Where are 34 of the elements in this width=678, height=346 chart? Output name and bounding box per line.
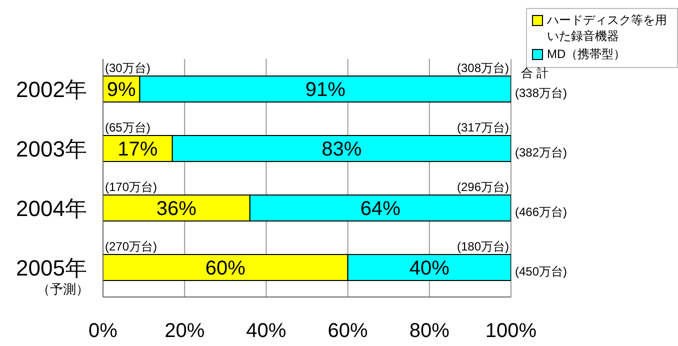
text: (466万台): [515, 204, 568, 219]
data-label: 64%: [360, 198, 401, 220]
data-label: 91%: [305, 79, 346, 102]
x-tick-label: 40%: [246, 320, 286, 342]
text: （予測）: [37, 281, 89, 296]
text: (450万台): [515, 264, 568, 278]
y-tick-label: 2003年: [16, 136, 87, 162]
legend-label: MD（携帯型）: [547, 46, 626, 62]
annotation: (308万台): [456, 60, 509, 75]
x-tick-label: 80%: [409, 320, 450, 342]
annotation: (170万台): [105, 180, 158, 194]
data-label: 40%: [409, 258, 450, 280]
annotation: (317万台): [456, 120, 509, 134]
data-label: 60%: [205, 258, 246, 280]
annotation: (296万台): [456, 180, 509, 194]
y-tick-label: 2004年: [16, 196, 87, 221]
annotation: (180万台): [456, 239, 509, 254]
y-tick-label: 2005年: [16, 255, 87, 280]
text: (382万台): [515, 145, 568, 160]
y-tick-label: 2002年: [16, 76, 87, 102]
x-tick-label: 60%: [328, 320, 368, 342]
legend-label: ハードディスク等を用いた録音機器: [547, 12, 668, 44]
x-tick-label: 100%: [485, 320, 537, 342]
text: (338万台): [515, 86, 568, 100]
annotation: (30万台): [105, 60, 150, 75]
data-label: 17%: [118, 138, 158, 161]
data-label: 9%: [106, 79, 136, 102]
data-label: 36%: [156, 198, 197, 220]
x-tick-label: 20%: [164, 320, 205, 342]
text: 合 計: [521, 66, 548, 80]
data-label: 83%: [322, 138, 362, 161]
annotation: (270万台): [105, 239, 158, 254]
annotation: (65万台): [105, 120, 150, 134]
x-tick-label: 0%: [88, 320, 118, 342]
